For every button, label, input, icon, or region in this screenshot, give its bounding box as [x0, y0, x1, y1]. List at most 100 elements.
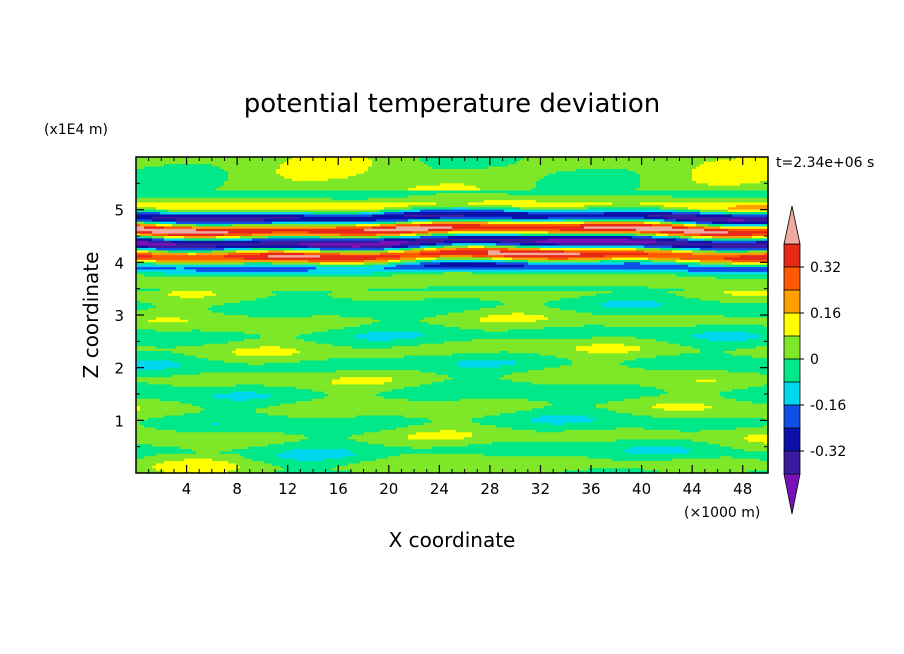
- heatmap-cell: [228, 192, 233, 196]
- heatmap-cell: [440, 192, 445, 196]
- heatmap-cell: [352, 183, 357, 187]
- heatmap-cell: [216, 180, 221, 184]
- heatmap-cell: [432, 171, 437, 175]
- heatmap-cell: [540, 161, 545, 165]
- heatmap-cell: [412, 185, 417, 189]
- heatmap-cell: [404, 166, 409, 170]
- heatmap-cell: [516, 161, 521, 165]
- heatmap-cell: [328, 157, 333, 160]
- heatmap-cell: [168, 195, 173, 199]
- heatmap-cell: [588, 157, 593, 160]
- heatmap-cell: [692, 190, 697, 194]
- heatmap-cell: [300, 171, 305, 175]
- heatmap-cell: [440, 159, 445, 163]
- heatmap-cell: [752, 173, 757, 177]
- heatmap-cell: [516, 166, 521, 170]
- heatmap-cell: [636, 168, 641, 172]
- heatmap-cell: [536, 195, 541, 199]
- heatmap-cell: [632, 164, 637, 168]
- heatmap-cell: [520, 164, 525, 168]
- heatmap-cell: [144, 180, 149, 184]
- heatmap-cell: [680, 176, 685, 180]
- heatmap-cell: [748, 183, 753, 187]
- heatmap-cell: [612, 159, 617, 163]
- heatmap-cell: [520, 176, 525, 180]
- heatmap-cell: [428, 164, 433, 168]
- heatmap-cell: [172, 173, 177, 177]
- heatmap-cell: [588, 166, 593, 170]
- heatmap-cell: [748, 171, 753, 175]
- heatmap-cell: [400, 166, 405, 170]
- heatmap-cell: [388, 176, 393, 180]
- heatmap-cell: [668, 183, 673, 187]
- heatmap-cell: [616, 178, 621, 182]
- heatmap-cell: [736, 192, 741, 196]
- heatmap-cell: [500, 195, 505, 199]
- heatmap-cell: [244, 190, 249, 194]
- heatmap-cell: [344, 171, 349, 175]
- heatmap-cell: [332, 159, 337, 163]
- heatmap-cell: [472, 168, 477, 172]
- heatmap-cell: [368, 190, 373, 194]
- heatmap-cell: [244, 157, 249, 160]
- heatmap-cell: [424, 173, 429, 177]
- heatmap-cell: [584, 157, 589, 160]
- heatmap-cell: [192, 188, 197, 192]
- heatmap-cell: [384, 192, 389, 196]
- heatmap-cell: [488, 164, 493, 168]
- heatmap-cell: [172, 195, 177, 199]
- heatmap-cell: [248, 190, 253, 194]
- heatmap-cell: [268, 159, 273, 163]
- heatmap-cell: [300, 190, 305, 194]
- heatmap-cell: [476, 166, 481, 170]
- heatmap-cell: [296, 178, 301, 182]
- heatmap-cell: [544, 166, 549, 170]
- heatmap-cell: [240, 164, 245, 168]
- heatmap-cell: [680, 185, 685, 189]
- heatmap-cell: [160, 192, 165, 196]
- heatmap-cell: [740, 166, 745, 170]
- heatmap-cell: [652, 173, 657, 177]
- heatmap-cell: [212, 157, 217, 160]
- heatmap-cell: [392, 164, 397, 168]
- heatmap-cell: [136, 192, 141, 196]
- heatmap-cell: [420, 159, 425, 163]
- heatmap-cell: [760, 180, 765, 184]
- heatmap-cell: [348, 157, 353, 160]
- heatmap-cell: [384, 178, 389, 182]
- heatmap-cell: [716, 168, 721, 172]
- heatmap-cell: [552, 173, 557, 177]
- heatmap-cell: [640, 188, 645, 192]
- heatmap-cell: [340, 190, 345, 194]
- heatmap-cell: [664, 159, 669, 163]
- heatmap-cell: [624, 164, 629, 168]
- heatmap-cell: [488, 188, 493, 192]
- heatmap-cell: [476, 171, 481, 175]
- heatmap-cell: [512, 171, 517, 175]
- heatmap-cell: [304, 168, 309, 172]
- heatmap-cell: [452, 176, 457, 180]
- heatmap-cell: [368, 185, 373, 189]
- heatmap-cell: [760, 178, 765, 182]
- heatmap-cell: [436, 188, 441, 192]
- heatmap-cell: [416, 188, 421, 192]
- heatmap-cell: [428, 176, 433, 180]
- heatmap-cell: [588, 190, 593, 194]
- heatmap-cell: [592, 159, 597, 163]
- heatmap-cell: [472, 180, 477, 184]
- heatmap-cell: [704, 183, 709, 187]
- heatmap-cell: [392, 168, 397, 172]
- heatmap-cell: [548, 171, 553, 175]
- heatmap-cell: [544, 190, 549, 194]
- heatmap-cell: [288, 166, 293, 170]
- heatmap-cell: [648, 192, 653, 196]
- heatmap-cell: [320, 168, 325, 172]
- heatmap-cell: [676, 157, 681, 160]
- heatmap-cell: [592, 176, 597, 180]
- heatmap-cell: [208, 159, 213, 163]
- heatmap-cell: [152, 185, 157, 189]
- heatmap-cell: [652, 185, 657, 189]
- heatmap-cell: [728, 192, 733, 196]
- heatmap-cell: [312, 164, 317, 168]
- heatmap-cell: [540, 159, 545, 163]
